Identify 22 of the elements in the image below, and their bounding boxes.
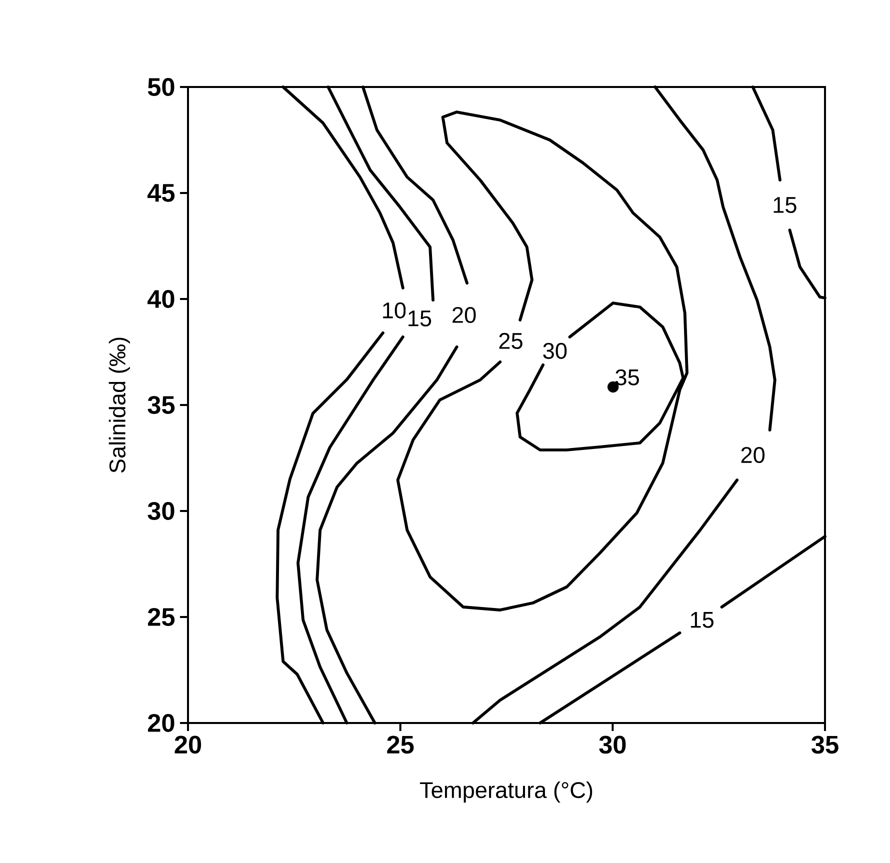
y-tick-label: 20	[148, 714, 174, 732]
series-label: 25	[499, 332, 522, 349]
series-label: 30	[543, 342, 567, 359]
series-label: 10	[383, 302, 406, 318]
y-tick-label: 50	[148, 78, 174, 96]
series-label: 20	[452, 306, 476, 324]
series-label: 15	[690, 612, 714, 628]
x-tick-label: 30	[599, 736, 626, 754]
x-tick-label: 25	[387, 736, 414, 754]
series-label: 35	[616, 369, 639, 386]
x-axis-title: Temperatura (°C)	[420, 782, 592, 803]
y-tick-label: 45	[147, 184, 175, 202]
y-tick-label: 40	[147, 290, 174, 308]
x-tick-label: 20	[174, 736, 202, 754]
y-axis-title: Salinidad (‰)	[108, 338, 130, 473]
series-label: 20	[741, 446, 765, 464]
y-tick-label: 30	[148, 502, 174, 520]
y-tick-label: 35	[148, 396, 175, 414]
y-tick-label: 25	[148, 608, 175, 626]
series-label: 15	[408, 310, 432, 326]
series-label: 15	[774, 197, 796, 213]
x-tick-label: 35	[811, 736, 838, 754]
